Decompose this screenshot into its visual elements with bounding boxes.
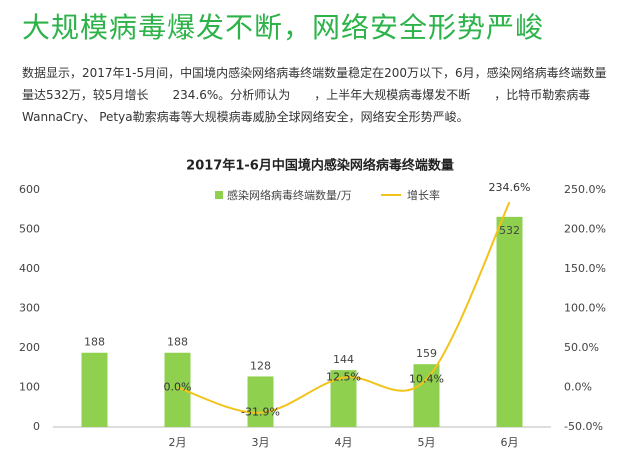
bar <box>247 376 274 427</box>
paragraph-line: 量达532万，较5月增长 234.6%。分析师认为 ，上半年大规模病毒爆发不断 … <box>22 88 591 102</box>
bar-value-label: 144 <box>333 353 354 366</box>
line-value-label: 10.4% <box>409 372 444 385</box>
y2-tick-label: 50.0% <box>564 341 599 354</box>
bar-value-label: 532 <box>499 224 520 237</box>
bar-value-label: 128 <box>250 359 271 372</box>
growth-line <box>177 201 511 414</box>
y2-tick-label: 150.0% <box>564 262 606 275</box>
legend-swatch <box>215 191 223 199</box>
slide-title: 大规模病毒爆发不断，网络安全形势严峻 <box>22 11 545 44</box>
bar <box>413 364 440 427</box>
y2-tick-label: 200.0% <box>564 223 606 236</box>
x-tick-label: 4月 <box>335 436 353 449</box>
y2-tick-label: 100.0% <box>564 302 606 315</box>
bar-value-label: 188 <box>167 336 188 349</box>
legend-label: 感染网络病毒终端数量/万 <box>227 188 352 202</box>
x-tick-label: 5月 <box>418 436 436 449</box>
paragraph-line: WannaCry、 Petya勒索病毒等大规模病毒威胁全球网络安全，网络安全形势… <box>22 110 469 124</box>
legend-label: 增长率 <box>407 188 440 202</box>
line-value-label: 12.5% <box>326 371 361 384</box>
y-tick-label: 200 <box>19 341 40 354</box>
y2-tick-label: -50.0% <box>564 420 603 433</box>
paragraph-line: 数据显示，2017年1-5月间，中国境内感染网络病毒终端数量稳定在200万以下，… <box>22 66 607 80</box>
y-tick-label: 0 <box>33 420 40 433</box>
y-tick-label: 400 <box>19 262 40 275</box>
y-tick-label: 300 <box>19 302 40 315</box>
line-value-label: 234.6% <box>489 181 531 194</box>
bar-value-label: 159 <box>416 347 437 360</box>
x-tick-label: 3月 <box>252 436 270 449</box>
x-tick-label: 2月 <box>169 436 187 449</box>
chart-title: 2017年1-6月中国境内感染网络病毒终端数量 <box>186 158 454 174</box>
y2-tick-label: 250.0% <box>564 183 606 196</box>
y-tick-label: 100 <box>19 381 40 394</box>
y2-tick-label: 0.0% <box>564 381 592 394</box>
x-tick-label: 6月 <box>501 436 519 449</box>
y-tick-label: 500 <box>19 223 40 236</box>
bar-value-label: 188 <box>84 336 105 349</box>
bar <box>496 216 523 427</box>
bar <box>81 352 108 427</box>
y-tick-label: 600 <box>19 183 40 196</box>
line-value-label: -31.9% <box>241 406 280 419</box>
line-value-label: 0.0% <box>164 381 192 394</box>
paragraph: 数据显示，2017年1-5月间，中国境内感染网络病毒终端数量稳定在200万以下，… <box>22 62 632 128</box>
